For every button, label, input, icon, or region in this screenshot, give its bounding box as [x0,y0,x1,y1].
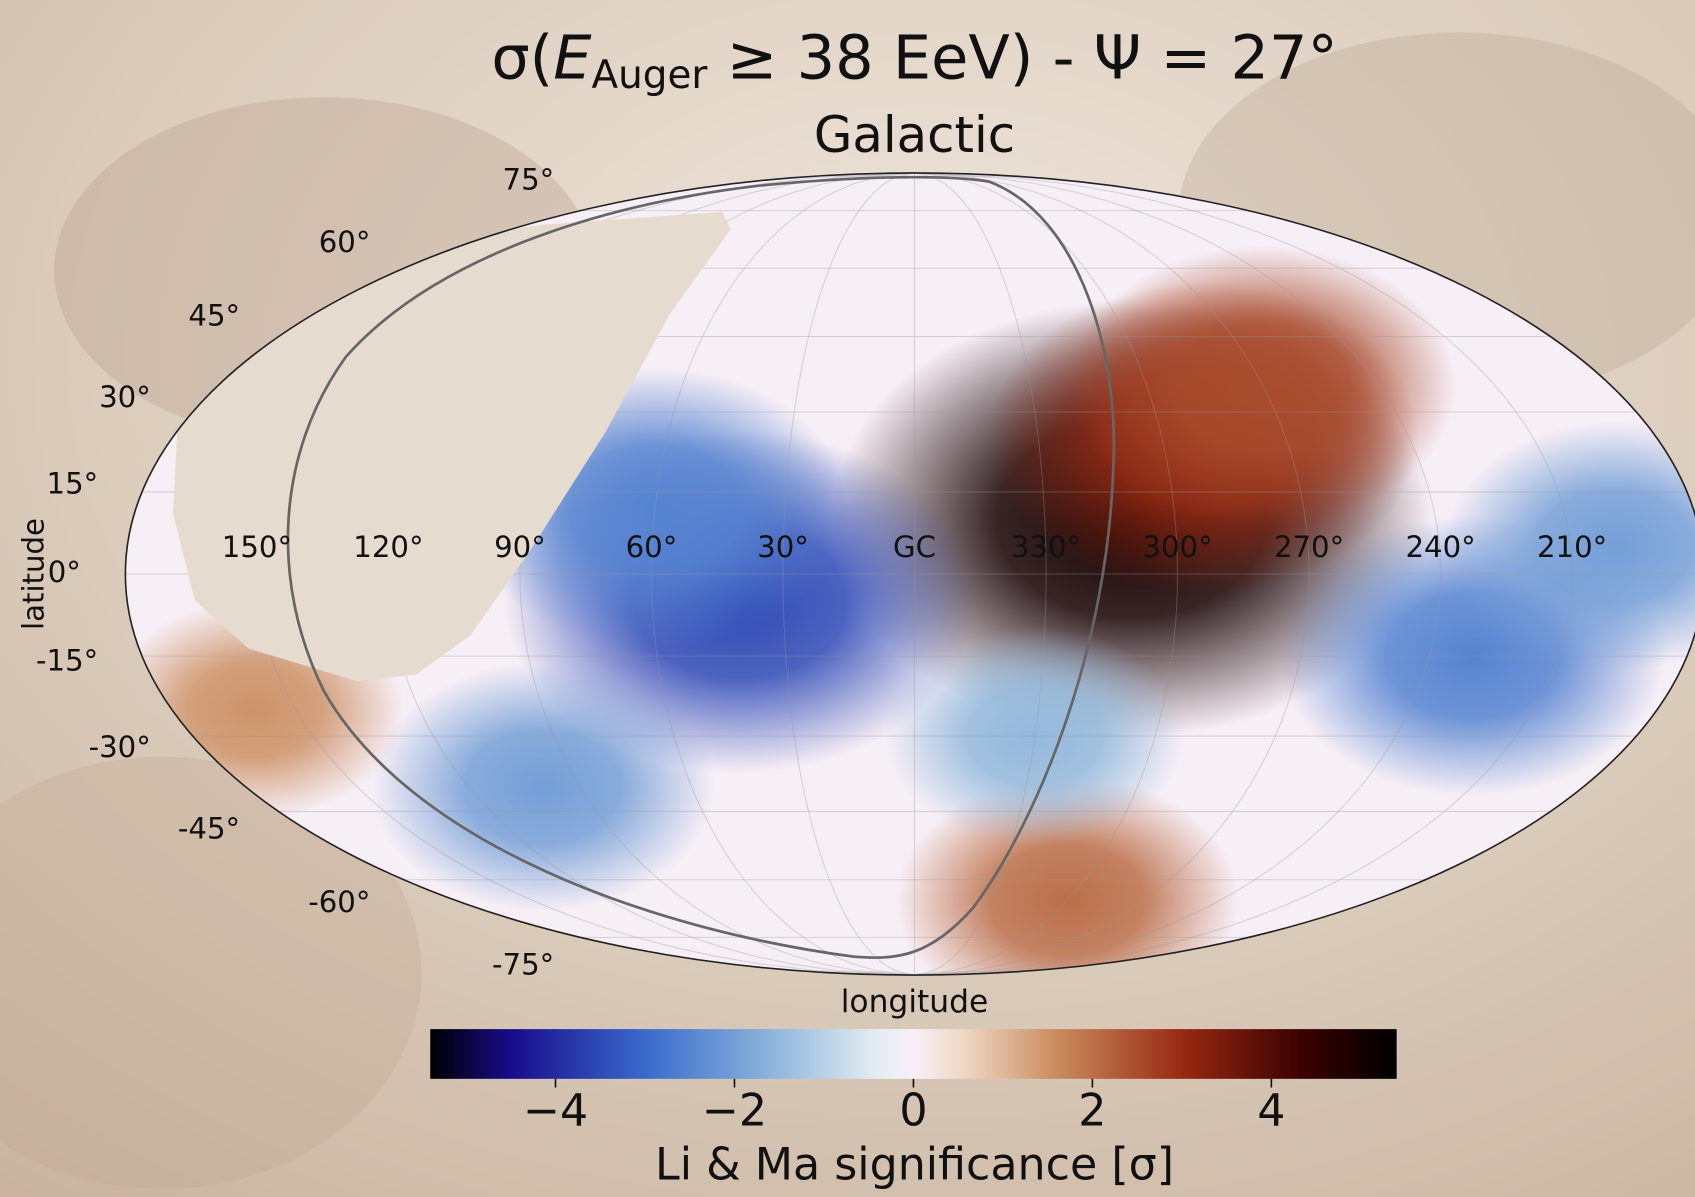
y-tick-label: -60° [308,885,370,919]
y-tick-label: 60° [319,225,371,259]
x-tick-label: 330° [1011,530,1081,564]
y-tick-label: -45° [178,811,240,845]
x-tick-label: 270° [1274,530,1344,564]
y-tick-label: -30° [89,730,151,764]
page: σ(EAuger ≥ 38 EeV) - Ψ = 27° Galactic lo… [0,0,1695,1197]
x-tick-label: 120° [353,530,423,564]
y-tick-label: 15° [47,466,99,500]
y-axis-label: latitude [17,518,51,630]
x-tick-label: 300° [1142,530,1212,564]
colorbar-tick-label: −2 [702,1085,767,1136]
colorbar-tick-label: −4 [523,1085,588,1136]
colorbar-tick-label: 2 [1078,1085,1106,1136]
title-part: E [553,23,592,93]
x-tick-label: 90° [494,530,546,564]
y-tick-label: -15° [36,644,98,678]
colorbar [430,1029,1396,1079]
x-tick-label: 150° [222,530,292,564]
x-tick-label: 210° [1537,530,1607,564]
colorbar-tick-label: 0 [899,1085,927,1136]
y-tick-label: 30° [99,380,151,414]
y-tick-label: 45° [188,299,240,333]
x-tick-label: 60° [626,530,678,564]
x-tick-label: 240° [1405,530,1475,564]
chart-subtitle: Galactic [814,106,1015,164]
significance-region [371,662,715,912]
y-tick-label: 0° [48,555,81,589]
colorbar-tick-label: 4 [1257,1085,1285,1136]
title-part: ≥ 38 EeV) - Ψ = 27° [707,23,1337,93]
colorbar-label: Li & Ma significance [σ] [655,1139,1174,1190]
x-axis-label: longitude [841,984,989,1020]
title-part: σ( [491,23,553,93]
x-tick-label: 30° [757,530,809,564]
y-tick-label: -75° [492,947,554,981]
x-tick-label: GC [893,530,936,564]
y-tick-label: 75° [503,163,555,197]
chart: σ(EAuger ≥ 38 EeV) - Ψ = 27° Galactic lo… [0,0,1695,1197]
title-part: Auger [592,52,708,97]
